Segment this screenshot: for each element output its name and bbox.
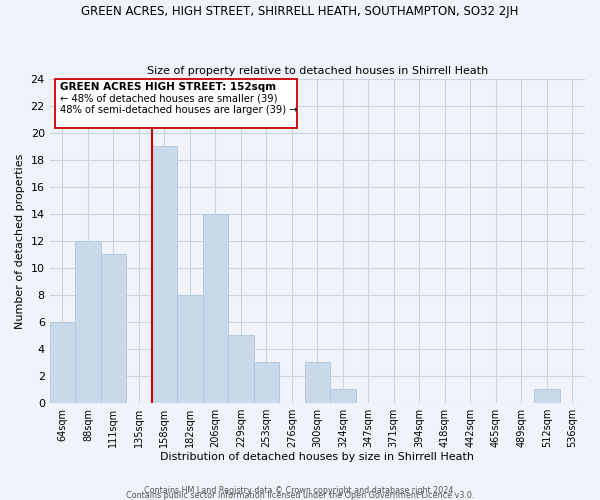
FancyBboxPatch shape: [55, 79, 297, 128]
Bar: [203, 214, 228, 402]
Y-axis label: Number of detached properties: Number of detached properties: [15, 153, 25, 328]
Text: GREEN ACRES, HIGH STREET, SHIRRELL HEATH, SOUTHAMPTON, SO32 2JH: GREEN ACRES, HIGH STREET, SHIRRELL HEATH…: [82, 5, 518, 18]
Text: Contains HM Land Registry data © Crown copyright and database right 2024.: Contains HM Land Registry data © Crown c…: [144, 486, 456, 495]
Text: GREEN ACRES HIGH STREET: 152sqm: GREEN ACRES HIGH STREET: 152sqm: [60, 82, 276, 92]
Bar: [305, 362, 330, 403]
Text: Contains public sector information licensed under the Open Government Licence v3: Contains public sector information licen…: [126, 491, 474, 500]
Bar: [75, 241, 101, 402]
Bar: [177, 295, 203, 403]
Text: 48% of semi-detached houses are larger (39) →: 48% of semi-detached houses are larger (…: [60, 106, 298, 116]
Bar: [534, 389, 560, 402]
Title: Size of property relative to detached houses in Shirrell Heath: Size of property relative to detached ho…: [147, 66, 488, 76]
X-axis label: Distribution of detached houses by size in Shirrell Heath: Distribution of detached houses by size …: [160, 452, 475, 462]
Text: ← 48% of detached houses are smaller (39): ← 48% of detached houses are smaller (39…: [60, 94, 277, 104]
Bar: [330, 389, 356, 402]
Bar: [101, 254, 126, 402]
Bar: [228, 336, 254, 402]
Bar: [50, 322, 75, 402]
Bar: [254, 362, 279, 403]
Bar: [152, 146, 177, 402]
